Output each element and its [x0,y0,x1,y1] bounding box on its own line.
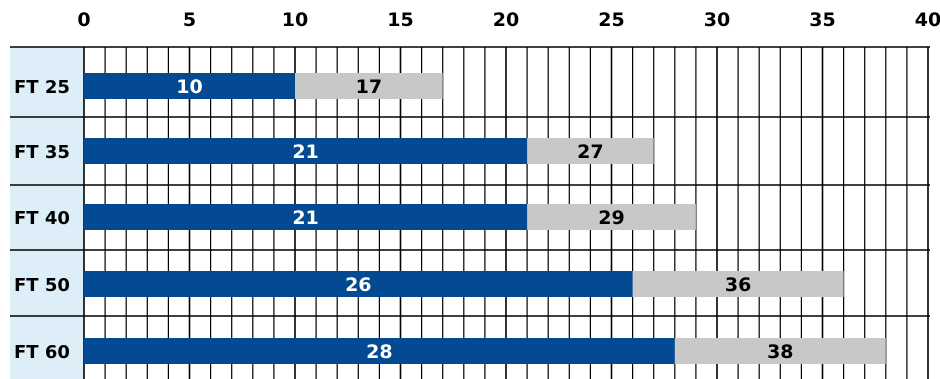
x-tick-label: 10 [282,9,308,31]
bar-total-label: 36 [725,274,751,296]
bar-primary-label: 10 [176,76,202,98]
axis-ticks: 0 5 10 15 20 25 30 35 40 [77,9,940,31]
bar-primary [84,271,633,297]
bar-primary [84,204,528,230]
bar-primary [84,138,528,164]
bar-primary-label: 21 [292,141,318,163]
x-tick-label: 15 [387,9,413,31]
bar-primary-label: 26 [345,274,371,296]
category-label: FT 25 [14,77,70,98]
x-tick-label: 20 [493,9,519,31]
x-tick-label: 40 [915,9,940,31]
bar-primary-label: 28 [366,341,392,363]
category-labels: FT 25 FT 35 FT 40 FT 50 FT 60 [14,77,70,363]
x-tick-label: 35 [809,9,835,31]
x-tick-label: 0 [77,9,90,31]
bar-primary [84,73,295,99]
bar-primary-label: 21 [292,207,318,229]
category-label: FT 50 [14,275,70,296]
bar-total-label: 17 [356,76,382,98]
category-label: FT 60 [14,342,70,363]
x-tick-label: 5 [183,9,196,31]
bar-total-label: 38 [767,341,793,363]
category-panel [10,47,84,379]
category-label: FT 40 [14,208,70,229]
bar-total-label: 29 [598,207,624,229]
x-tick-label: 25 [598,9,624,31]
category-label: FT 35 [14,142,70,163]
x-tick-label: 30 [704,9,730,31]
bar-primary [84,338,675,364]
bars: 10 17 21 27 21 29 26 36 28 38 [84,73,886,364]
bar-total-label: 27 [577,141,603,163]
